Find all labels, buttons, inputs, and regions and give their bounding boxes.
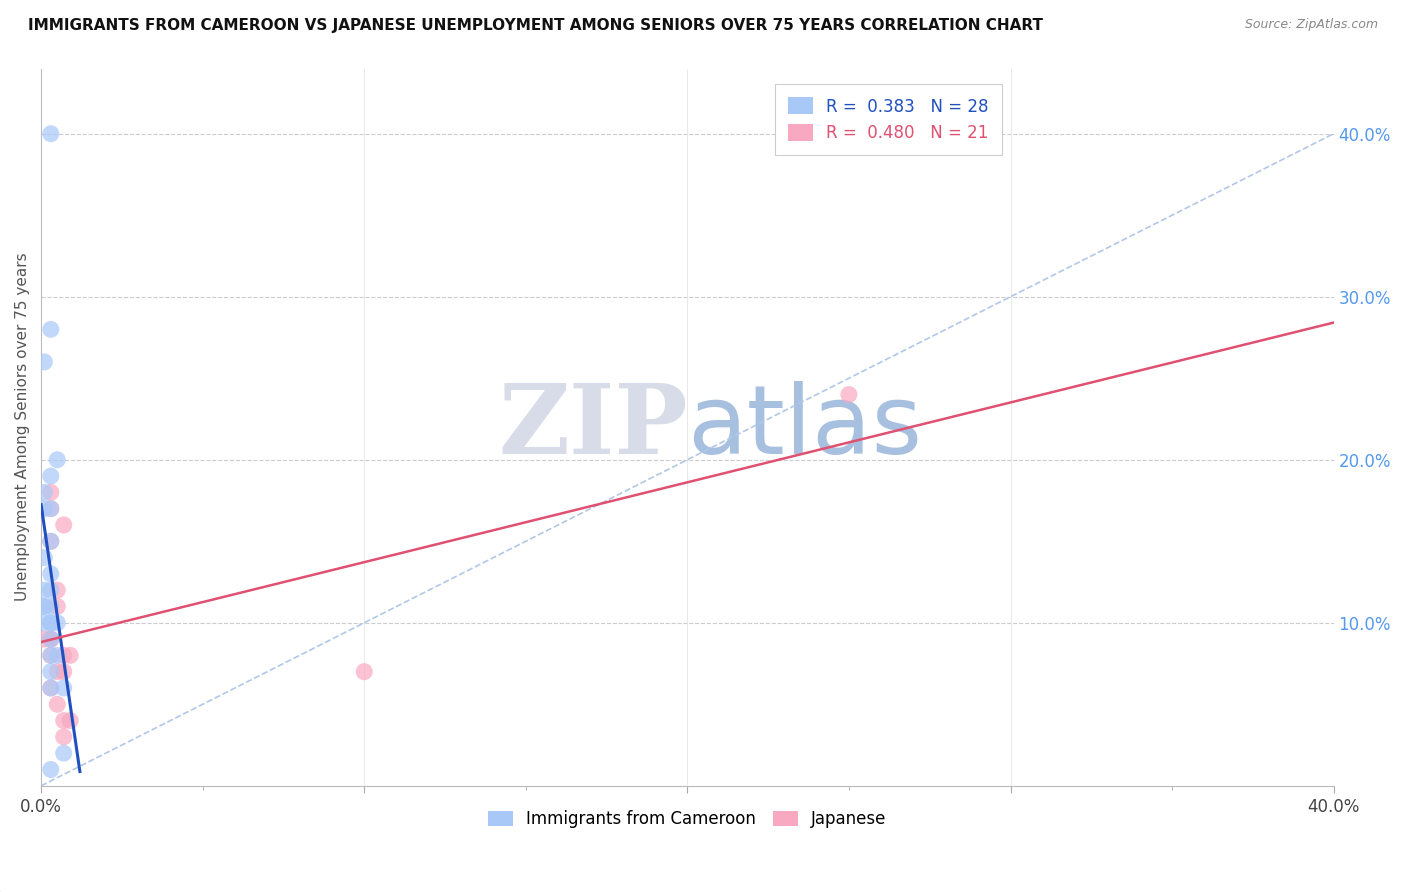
Text: Source: ZipAtlas.com: Source: ZipAtlas.com xyxy=(1244,18,1378,31)
Point xyxy=(46,452,69,467)
Point xyxy=(39,501,62,516)
Point xyxy=(34,632,56,646)
Point xyxy=(46,599,69,614)
Point xyxy=(59,714,82,728)
Point xyxy=(52,681,75,695)
Legend: Immigrants from Cameroon, Japanese: Immigrants from Cameroon, Japanese xyxy=(481,804,893,835)
Point xyxy=(34,485,56,500)
Point xyxy=(34,583,56,598)
Point xyxy=(39,615,62,630)
Point xyxy=(39,632,62,646)
Point xyxy=(34,355,56,369)
Point xyxy=(52,714,75,728)
Point xyxy=(39,648,62,663)
Point xyxy=(39,534,62,549)
Point xyxy=(39,583,62,598)
Point xyxy=(34,501,56,516)
Point xyxy=(46,665,69,679)
Point xyxy=(39,501,62,516)
Point xyxy=(46,698,69,712)
Point xyxy=(39,615,62,630)
Point xyxy=(838,387,860,401)
Point xyxy=(46,583,69,598)
Point xyxy=(39,681,62,695)
Point xyxy=(34,615,56,630)
Point xyxy=(39,632,62,646)
Point xyxy=(39,127,62,141)
Point xyxy=(52,648,75,663)
Point xyxy=(39,648,62,663)
Point xyxy=(39,534,62,549)
Point xyxy=(39,632,62,646)
Point xyxy=(34,599,56,614)
Point xyxy=(39,665,62,679)
Point xyxy=(39,322,62,336)
Point xyxy=(34,550,56,565)
Point xyxy=(46,648,69,663)
Point xyxy=(52,730,75,744)
Point xyxy=(353,665,375,679)
Point xyxy=(39,485,62,500)
Point xyxy=(39,681,62,695)
Text: ZIP: ZIP xyxy=(498,380,688,475)
Point xyxy=(34,599,56,614)
Point xyxy=(39,566,62,581)
Point xyxy=(52,746,75,760)
Point xyxy=(39,599,62,614)
Point xyxy=(52,665,75,679)
Y-axis label: Unemployment Among Seniors over 75 years: Unemployment Among Seniors over 75 years xyxy=(15,252,30,601)
Point xyxy=(52,518,75,533)
Point xyxy=(39,469,62,483)
Point xyxy=(59,648,82,663)
Text: atlas: atlas xyxy=(688,381,922,474)
Point xyxy=(46,615,69,630)
Text: IMMIGRANTS FROM CAMEROON VS JAPANESE UNEMPLOYMENT AMONG SENIORS OVER 75 YEARS CO: IMMIGRANTS FROM CAMEROON VS JAPANESE UNE… xyxy=(28,18,1043,33)
Point xyxy=(39,763,62,777)
